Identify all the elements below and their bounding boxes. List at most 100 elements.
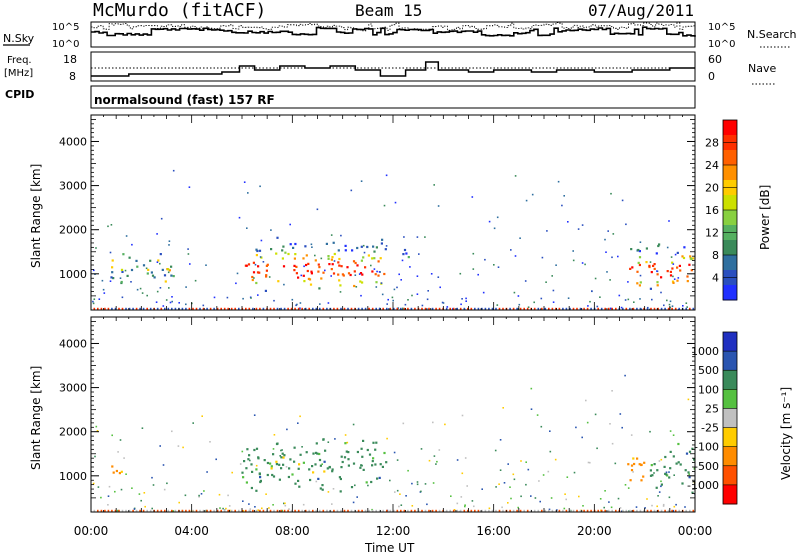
- ground-echo: [685, 307, 687, 310]
- echo-cell-sparse: [284, 502, 286, 505]
- ground-echo: [678, 509, 680, 512]
- echo-cell: [645, 247, 648, 250]
- ground-echo: [100, 307, 103, 310]
- colorbar-tick-label: 4: [712, 272, 719, 285]
- ground-echo: [132, 307, 134, 310]
- echo-cell: [686, 280, 689, 283]
- echo-cell-sparse: [156, 233, 158, 235]
- ground-echo: [382, 307, 384, 310]
- echo-cell-sparse: [302, 503, 305, 506]
- echo-cell: [151, 274, 155, 277]
- echo-cell-sparse: [666, 299, 668, 302]
- echo-cell-sparse: [573, 471, 576, 474]
- echo-cell: [328, 263, 331, 266]
- echo-cell: [280, 456, 283, 459]
- echo-cell: [270, 248, 273, 251]
- echo-cell: [365, 481, 368, 484]
- echo-cell: [318, 458, 322, 462]
- ground-echo: [195, 307, 198, 310]
- echo-cell-sparse: [381, 293, 384, 296]
- echo-cell-sparse: [133, 508, 136, 510]
- echo-cell: [371, 257, 374, 260]
- echo-cell-sparse: [327, 302, 330, 304]
- echo-cell: [257, 456, 260, 459]
- ground-echo: [438, 509, 441, 512]
- echo-cell: [115, 469, 118, 473]
- echo-cell: [245, 481, 248, 484]
- echo-cell-sparse: [627, 487, 630, 489]
- echo-cell-sparse: [141, 427, 144, 429]
- echo-cell-sparse: [398, 273, 400, 276]
- echo-cell-sparse: [530, 387, 533, 390]
- echo-cell: [331, 470, 334, 473]
- echo-cell-sparse: [121, 296, 124, 299]
- echo-cell: [317, 270, 320, 273]
- ground-echo: [597, 307, 599, 310]
- echo-cell-sparse: [262, 261, 265, 263]
- echo-cell-sparse: [582, 505, 584, 507]
- echo-cell-sparse: [610, 192, 612, 195]
- ground-echo: [343, 307, 346, 310]
- ground-echo: [456, 509, 458, 512]
- echo-cell-sparse: [503, 482, 506, 484]
- ground-echo: [386, 307, 388, 310]
- echo-cell: [242, 476, 245, 479]
- echo-cell-sparse: [332, 488, 335, 490]
- echo-cell: [266, 473, 269, 477]
- echo-cell-sparse: [303, 265, 305, 268]
- ground-echo: [519, 509, 522, 512]
- echo-cell: [323, 470, 326, 473]
- echo-cell: [372, 457, 375, 460]
- echo-cell-sparse: [611, 442, 614, 445]
- echo-cell-sparse: [424, 236, 426, 238]
- echo-cell-sparse: [188, 186, 191, 188]
- ground-echo: [301, 509, 303, 512]
- cpid-panel: [90, 85, 696, 109]
- echo-cell: [367, 254, 370, 257]
- ground-echo: [252, 307, 254, 310]
- ground-echo: [657, 509, 659, 512]
- echo-cell-sparse: [552, 289, 555, 292]
- echo-cell-sparse: [202, 304, 205, 307]
- ground-echo: [114, 509, 117, 512]
- y-tick-label: 2000: [59, 224, 87, 237]
- echo-cell-sparse: [165, 299, 168, 301]
- ground-echo: [692, 509, 695, 512]
- echo-cell-sparse: [124, 269, 127, 272]
- ground-echo: [142, 509, 145, 512]
- echo-cell-sparse: [539, 500, 541, 503]
- ground-echo: [223, 509, 226, 512]
- echo-cell: [676, 266, 679, 269]
- freq-tick-top: 18: [63, 53, 77, 66]
- echo-cell-sparse: [575, 426, 577, 429]
- echo-cell-sparse: [92, 302, 95, 305]
- echo-cell: [255, 281, 258, 285]
- ground-echo: [548, 307, 550, 310]
- nsky-panel: [90, 21, 696, 48]
- ground-echo: [273, 307, 275, 310]
- echo-cell: [287, 475, 290, 479]
- echo-cell-sparse: [660, 458, 663, 461]
- ground-echo: [428, 509, 430, 512]
- echo-cell: [360, 447, 363, 450]
- echo-cell-sparse: [389, 479, 391, 482]
- ground-echo: [389, 509, 392, 512]
- ground-echo: [526, 509, 529, 512]
- echo-cell-sparse: [651, 298, 653, 301]
- colorbar-tick-label: 28: [705, 137, 719, 150]
- echo-cell: [684, 469, 687, 472]
- echo-cell: [377, 260, 380, 263]
- echo-cell-sparse: [646, 498, 648, 500]
- echo-cell: [281, 257, 284, 260]
- echo-cell: [292, 246, 295, 249]
- power-ylabel: Slant Range [km]: [29, 164, 43, 268]
- echo-cell-sparse: [213, 296, 216, 299]
- echo-cell-sparse: [666, 246, 669, 249]
- echo-cell-sparse: [242, 297, 244, 300]
- freq-label-line2: [MHz]: [4, 68, 33, 79]
- echo-cell-sparse: [609, 423, 611, 425]
- echo-cell-sparse: [644, 507, 646, 509]
- ground-echo: [283, 307, 286, 310]
- echo-cell-sparse: [424, 483, 427, 485]
- echo-cell-sparse: [530, 495, 532, 497]
